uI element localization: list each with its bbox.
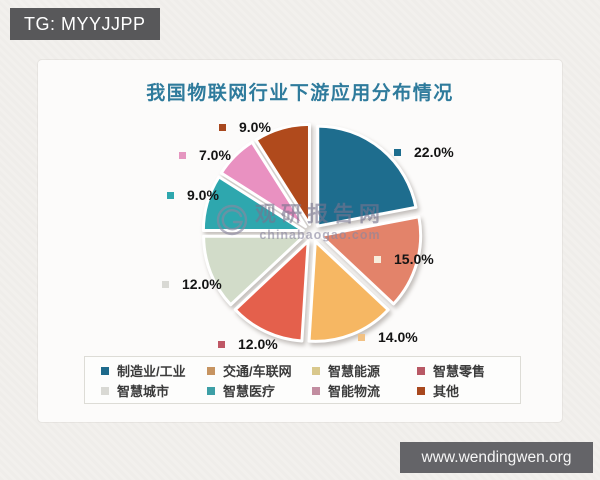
- value-label-text: 12.0%: [238, 336, 278, 352]
- legend-label: 智慧零售: [433, 364, 486, 379]
- legend-item-4: 智慧城市: [101, 381, 207, 400]
- value-label-marker-icon: [358, 333, 365, 341]
- pie-value-label-0: 22.0%: [394, 144, 454, 160]
- pie-value-label-6: 7.0%: [179, 147, 231, 163]
- value-label-marker-icon: [218, 340, 225, 348]
- pie-value-label-1: 15.0%: [374, 251, 434, 267]
- legend-item-1: 交通/车联网: [207, 361, 312, 380]
- legend-marker-icon: [312, 366, 320, 375]
- tg-badge: TG: MYYJJPP: [10, 8, 160, 40]
- pie-slice-6: [219, 140, 308, 229]
- pie-slice-0: [316, 124, 418, 228]
- legend-item-0: 制造业/工业: [101, 361, 207, 380]
- legend-item-2: 智慧能源: [312, 361, 417, 380]
- legend-label: 交通/车联网: [223, 364, 292, 379]
- legend-label: 制造业/工业: [117, 364, 186, 379]
- value-label-text: 14.0%: [378, 329, 418, 345]
- pie-value-label-3: 12.0%: [218, 336, 278, 352]
- value-label-marker-icon: [162, 280, 169, 288]
- legend-marker-icon: [417, 386, 425, 395]
- value-label-text: 9.0%: [187, 187, 219, 203]
- pie-slice-1: [319, 215, 423, 306]
- chart-legend: 制造业/工业 交通/车联网 智慧能源 智慧零售智慧城市 智慧医疗 智能物流 其他: [84, 356, 521, 404]
- legend-marker-icon: [207, 366, 215, 375]
- legend-marker-icon: [101, 366, 109, 375]
- legend-item-7: 其他: [417, 381, 520, 400]
- value-label-text: 15.0%: [394, 251, 434, 267]
- legend-marker-icon: [207, 386, 215, 395]
- pie-slice-3: [233, 239, 310, 343]
- pie-slice-2: [307, 239, 390, 343]
- chart-title: 我国物联网行业下游应用分布情况: [146, 83, 454, 104]
- pie-slice-7: [254, 122, 311, 226]
- legend-label: 智慧城市: [117, 384, 170, 399]
- value-label-marker-icon: [374, 255, 381, 263]
- value-label-text: 7.0%: [199, 147, 231, 163]
- pie-slice-4: [202, 234, 306, 307]
- pie-value-label-7: 9.0%: [219, 119, 271, 135]
- legend-label: 智慧医疗: [223, 384, 276, 399]
- pie-value-label-4: 12.0%: [162, 276, 222, 292]
- legend-label: 智能物流: [328, 384, 381, 399]
- value-label-marker-icon: [179, 151, 186, 159]
- value-label-marker-icon: [394, 148, 401, 156]
- value-label-text: 12.0%: [182, 276, 222, 292]
- legend-item-3: 智慧零售: [417, 361, 520, 380]
- value-label-marker-icon: [167, 191, 174, 199]
- legend-label: 智慧能源: [328, 364, 381, 379]
- legend-label: 其他: [433, 384, 460, 399]
- legend-marker-icon: [312, 386, 320, 395]
- legend-marker-icon: [101, 386, 109, 395]
- legend-item-5: 智慧医疗: [207, 381, 312, 400]
- value-label-text: 9.0%: [239, 119, 271, 135]
- legend-item-6: 智能物流: [312, 381, 417, 400]
- value-label-text: 22.0%: [414, 144, 454, 160]
- legend-marker-icon: [417, 366, 425, 375]
- site-badge: www.wendingwen.org: [400, 442, 593, 473]
- value-label-marker-icon: [219, 123, 226, 131]
- pie-value-label-5: 9.0%: [167, 187, 219, 203]
- pie-value-label-2: 14.0%: [358, 329, 418, 345]
